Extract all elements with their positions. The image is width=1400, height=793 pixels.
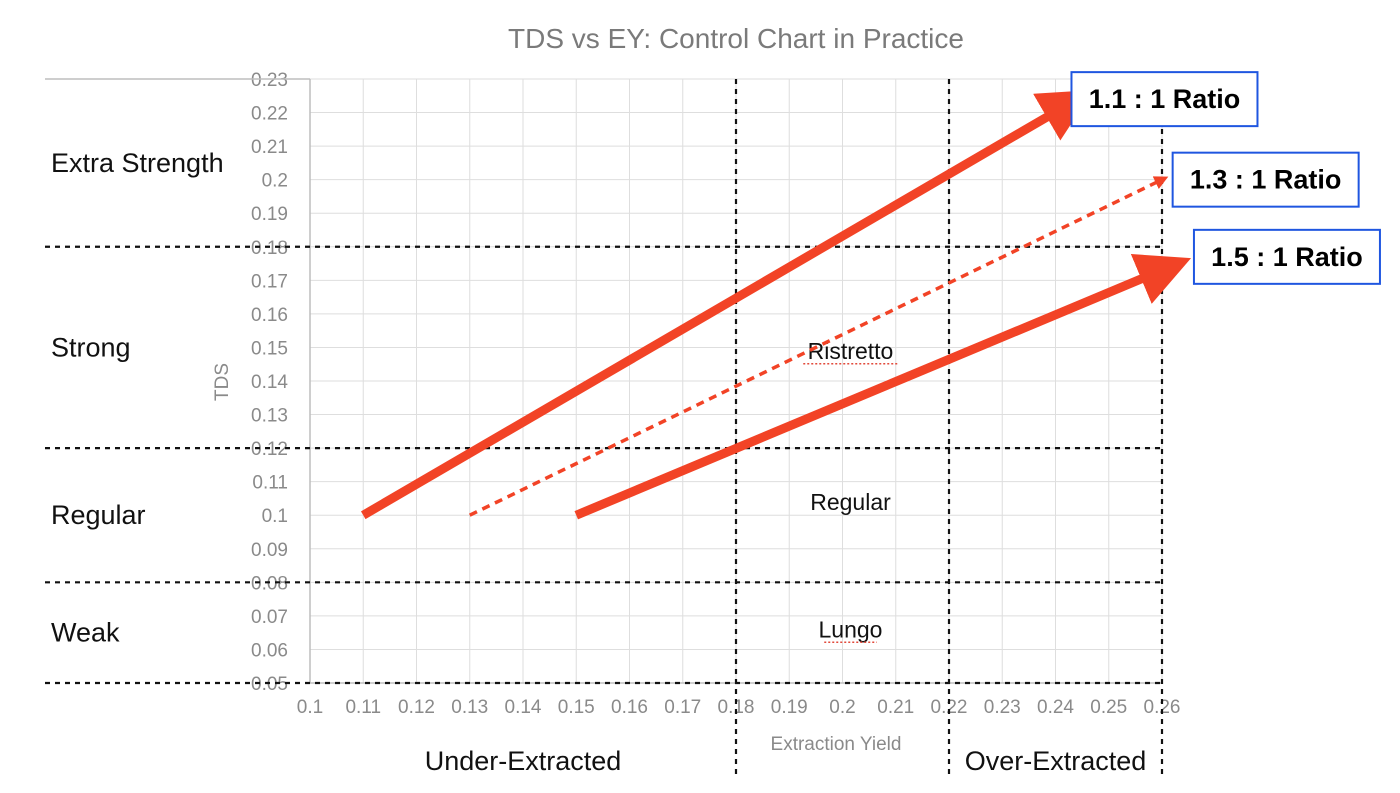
ratio-label-box — [1171, 151, 1360, 208]
x-tick-label: 0.25 — [1090, 697, 1127, 718]
y-tick-label: 0.2 — [262, 171, 288, 192]
y-tick-label: 0.18 — [251, 238, 288, 259]
ratio-label-text: 1.1 : 1 Ratio — [1089, 84, 1241, 114]
ratio-line — [360, 89, 1094, 520]
y-tick-label: 0.15 — [251, 338, 288, 359]
strength-band-label: Strong — [51, 332, 131, 362]
y-tick-label: 0.1 — [262, 506, 288, 527]
x-axis-label: Extraction Yield — [771, 734, 902, 755]
x-tick-label: 0.13 — [451, 697, 488, 718]
x-tick-label: 0.11 — [345, 697, 381, 718]
strength-band-label: Weak — [51, 618, 120, 648]
y-tick-label: 0.17 — [251, 271, 288, 292]
x-tick-label: 0.18 — [718, 697, 755, 718]
y-tick-label: 0.13 — [251, 406, 288, 427]
x-tick-label: 0.14 — [505, 697, 542, 718]
x-tick-label: 0.17 — [664, 697, 701, 718]
y-tick-label: 0.07 — [251, 607, 288, 628]
x-tick-label: 0.16 — [611, 697, 648, 718]
y-tick-label: 0.05 — [251, 674, 288, 695]
ratio-label-text: 1.5 : 1 Ratio — [1211, 242, 1363, 272]
y-tick-label: 0.16 — [251, 305, 288, 326]
ratio-label-text: 1.3 : 1 Ratio — [1190, 165, 1342, 195]
strength-band-label: Extra Strength — [51, 148, 224, 178]
y-tick-label: 0.09 — [251, 540, 288, 561]
x-tick-label: 0.15 — [558, 697, 595, 718]
chart-title: TDS vs EY: Control Chart in Practice — [508, 23, 964, 54]
y-tick-label: 0.22 — [251, 104, 288, 125]
x-tick-label: 0.21 — [877, 697, 914, 718]
extraction-zone-label: Under-Extracted — [425, 746, 622, 776]
region-labels: Ristretto Regular Lungo — [803, 338, 898, 644]
axis-ticks: 0.1 0.11 0.12 0.13 0.14 0.15 0.16 0.17 0.18 0.19 0… — [251, 70, 1180, 718]
strength-band-label: Regular — [51, 500, 146, 530]
ratio-label-box — [1070, 71, 1259, 128]
ratio-label-box — [1192, 228, 1381, 285]
x-tick-label: 0.19 — [771, 697, 808, 718]
region-label: Ristretto — [808, 338, 894, 364]
x-tick-label: 0.22 — [931, 697, 968, 718]
y-tick-label: 0.08 — [251, 573, 288, 594]
ratio-line — [468, 176, 1169, 517]
threshold-lines — [45, 79, 1164, 778]
x-tick-label: 0.24 — [1037, 697, 1074, 718]
ratio-line — [574, 254, 1192, 520]
strength-bands: Extra Strength Strong Regular Weak — [51, 148, 224, 648]
x-tick-label: 0.12 — [398, 697, 435, 718]
x-tick-label: 0.2 — [829, 697, 855, 718]
region-label: Lungo — [819, 616, 883, 642]
extraction-zones: Under-Extracted Over-Extracted — [425, 746, 1147, 776]
ratio-labels: 1.1 : 1 Ratio 1.3 : 1 Ratio 1.5 : 1 Ratio — [1070, 71, 1381, 285]
y-tick-label: 0.23 — [251, 70, 288, 91]
y-tick-label: 0.14 — [251, 372, 288, 393]
x-tick-label: 0.26 — [1144, 697, 1181, 718]
x-tick-label: 0.23 — [984, 697, 1021, 718]
y-tick-label: 0.06 — [251, 640, 288, 661]
extraction-zone-label: Over-Extracted — [965, 746, 1147, 776]
x-tick-label: 0.1 — [297, 697, 323, 718]
region-label: Regular — [810, 489, 891, 515]
ratio-series — [360, 89, 1192, 520]
y-axis-label: TDS — [212, 363, 233, 401]
y-tick-label: 0.21 — [251, 137, 288, 158]
y-tick-label: 0.11 — [252, 473, 288, 494]
y-tick-label: 0.12 — [251, 439, 288, 460]
y-tick-label: 0.19 — [251, 204, 288, 225]
